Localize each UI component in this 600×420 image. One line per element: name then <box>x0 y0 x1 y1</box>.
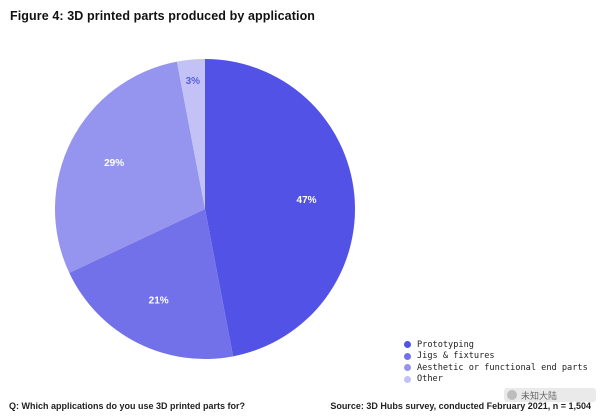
source-note: Source: 3D Hubs survey, conducted Februa… <box>330 401 591 411</box>
legend-item-jigs-fixtures: Jigs & fixtures <box>404 351 588 362</box>
chart-title: Figure 4: 3D printed parts produced by a… <box>10 9 316 23</box>
legend-swatch <box>404 375 411 383</box>
slice-other <box>176 59 205 209</box>
legend-label: Other <box>417 374 443 384</box>
survey-question: Q: Which applications do you use 3D prin… <box>9 401 246 411</box>
legend-item-other: Other <box>404 374 588 385</box>
slice-value-label: 29% <box>104 158 124 169</box>
slice-prototyping <box>205 59 356 357</box>
legend-label: Aesthetic or functional end parts <box>417 362 588 373</box>
legend-label: Prototyping <box>417 339 474 350</box>
legend-swatch <box>404 364 411 371</box>
legend-item-end-parts: Aesthetic or functional end parts <box>404 362 588 373</box>
slice-value-label: 47% <box>297 195 317 206</box>
slice-value-label: 3% <box>186 76 201 87</box>
slice-jigs-fixtures <box>69 209 234 359</box>
legend-item-prototyping: Prototyping <box>404 339 588 350</box>
watermark-logo: 未知大陆 <box>504 388 596 402</box>
legend-swatch <box>404 341 411 348</box>
slice-value-label: 21% <box>149 295 169 306</box>
legend: Prototyping Jigs & fixtures Aesthetic or… <box>404 339 588 385</box>
wechat-icon <box>507 390 517 400</box>
legend-swatch <box>404 352 411 360</box>
watermark-text: 未知大陆 <box>521 390 558 401</box>
slice-end-parts <box>55 61 205 273</box>
legend-label: Jigs & fixtures <box>417 351 495 361</box>
